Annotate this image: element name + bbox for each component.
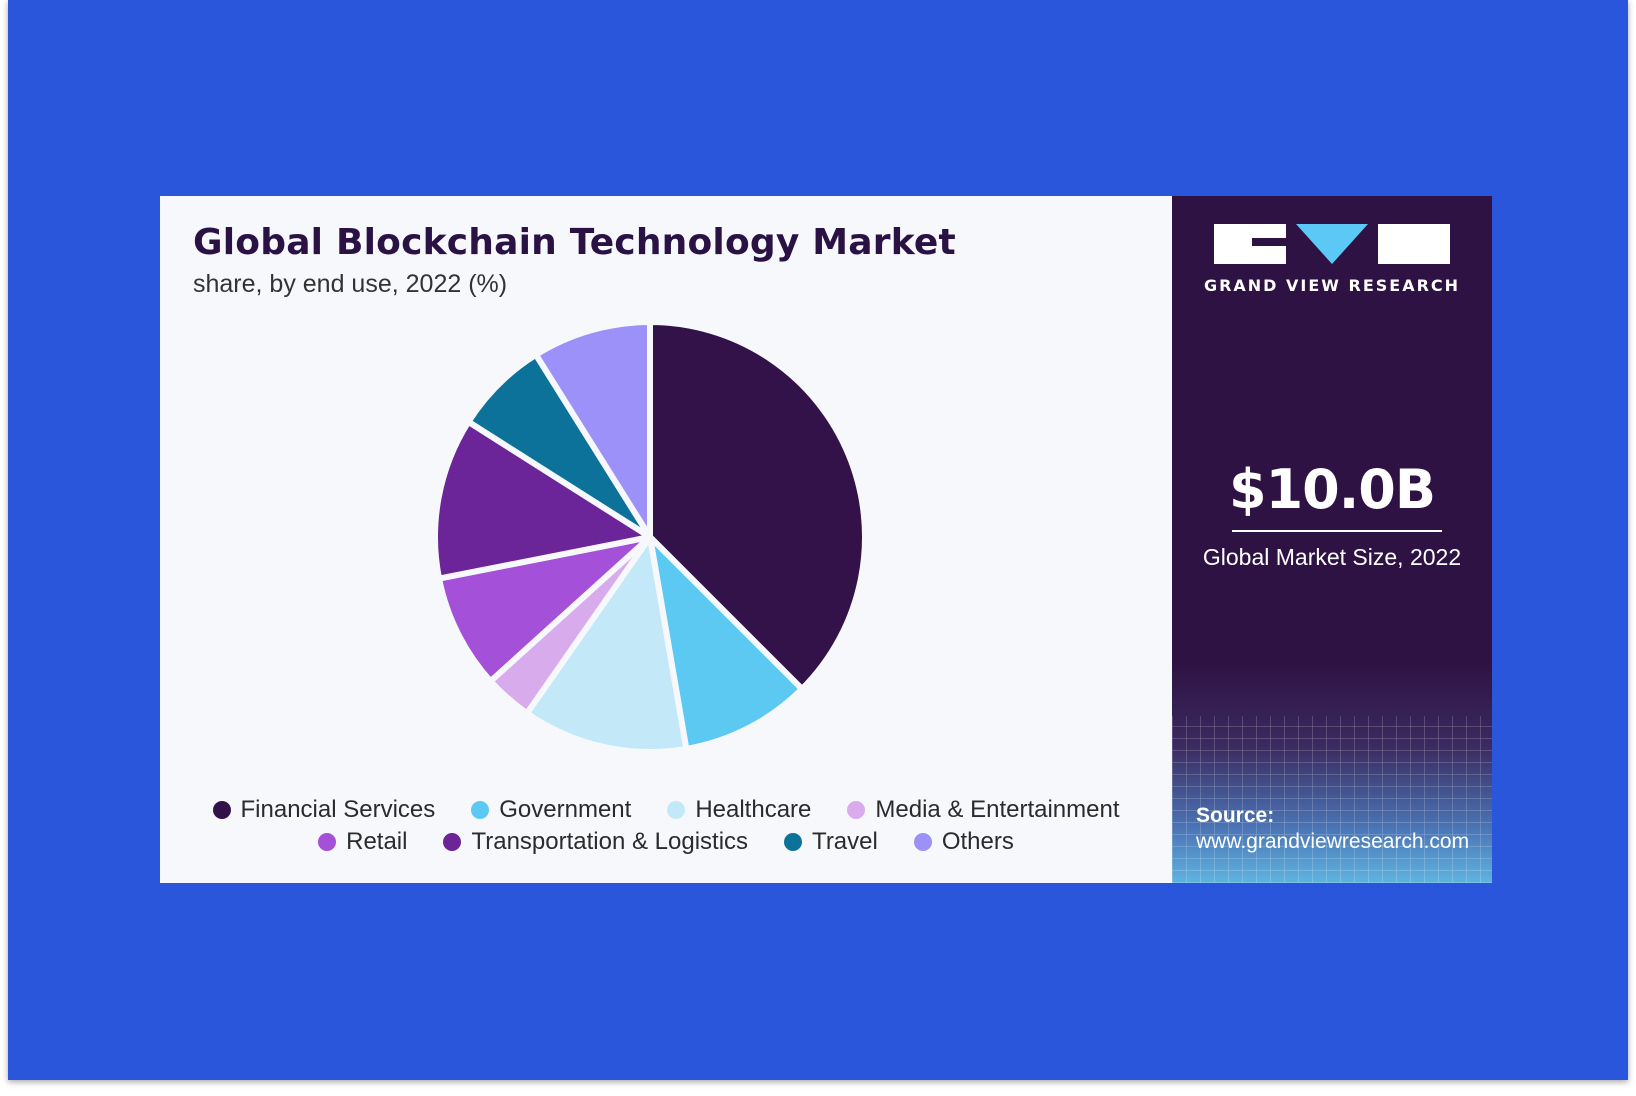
pie-slice-others (532, 319, 653, 540)
legend-swatch (212, 801, 231, 819)
pie-slice-healthcare (523, 534, 690, 755)
legend-item: Financial Services (212, 796, 436, 824)
legend-item: Travel (784, 828, 878, 856)
chart-subtitle: share, by end use, 2022 (%) (193, 270, 508, 298)
source-label: Source: (1196, 804, 1275, 827)
infographic-card: Global Blockchain Technology Market shar… (160, 196, 1492, 883)
legend-item: Government (471, 796, 631, 824)
value-divider (1232, 530, 1442, 532)
sidebar-panel: GRAND VIEW RESEARCH $10.0B Global Market… (1172, 196, 1492, 883)
legend-swatch (318, 833, 337, 851)
legend-row: Retail Transportation & Logistics Travel Ot… (160, 828, 1172, 856)
legend-swatch (847, 801, 866, 819)
pie-slice-transportation-and-logistics (432, 418, 653, 582)
legend-item: Retail (318, 828, 407, 856)
legend-swatch (784, 833, 803, 851)
legend-item: Media & Entertainment (847, 796, 1120, 824)
gvr-logo-icon (1214, 224, 1450, 264)
chart-panel: Global Blockchain Technology Market shar… (160, 196, 1172, 883)
legend-label: Government (499, 796, 632, 823)
chart-legend: Financial Services Government Healthcare Me… (160, 796, 1172, 860)
legend-item: Transportation & Logistics (443, 828, 748, 856)
grid-background-pattern (1172, 716, 1492, 883)
legend-label: Others (941, 828, 1014, 855)
legend-label: Travel (812, 828, 878, 855)
legend-swatch (667, 801, 686, 819)
page-background: Global Blockchain Technology Market shar… (8, 0, 1628, 1080)
market-size-label: Global Market Size, 2022 (1202, 544, 1462, 570)
legend-swatch (443, 833, 462, 851)
pie-slice-financial-services (647, 319, 869, 693)
legend-item: Others (913, 828, 1014, 856)
chart-title: Global Blockchain Technology Market (193, 222, 956, 263)
legend-label: Retail (346, 828, 408, 855)
legend-item: Healthcare (667, 796, 811, 824)
source-url: www.grandviewresearch.com (1196, 830, 1470, 853)
legend-label: Healthcare (695, 796, 812, 823)
legend-swatch (913, 833, 932, 851)
legend-swatch (471, 801, 490, 819)
legend-row: Financial Services Government Healthcare Me… (160, 796, 1172, 824)
pie-slice-retail (436, 534, 653, 685)
legend-label: Financial Services (240, 796, 436, 823)
market-size-value: $10.0B (1229, 458, 1436, 521)
legend-label: Transportation & Logistics (471, 828, 749, 855)
pie-chart (432, 319, 869, 755)
legend-label: Media & Entertainment (875, 796, 1120, 823)
brand-name: GRAND VIEW RESEARCH (1203, 276, 1461, 295)
pie-slice-government (647, 534, 806, 752)
